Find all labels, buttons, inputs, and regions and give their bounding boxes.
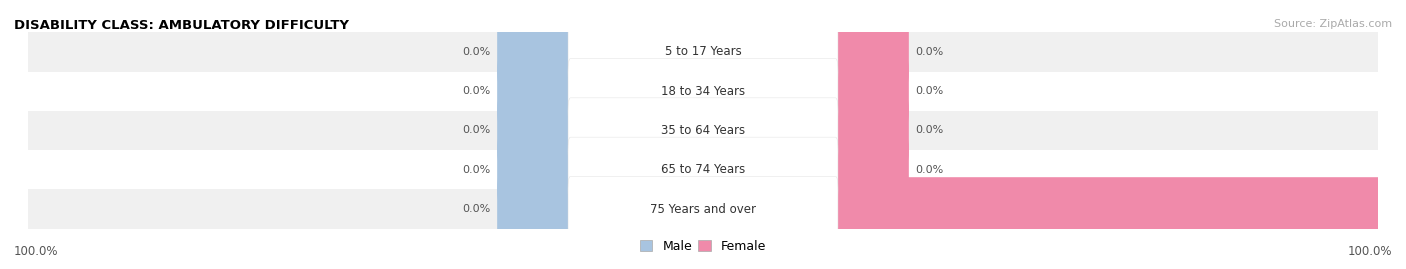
Text: 5 to 17 Years: 5 to 17 Years bbox=[665, 45, 741, 58]
Text: 0.0%: 0.0% bbox=[463, 204, 491, 214]
Text: 0.0%: 0.0% bbox=[915, 165, 943, 175]
FancyBboxPatch shape bbox=[568, 59, 838, 124]
FancyBboxPatch shape bbox=[28, 72, 1378, 111]
FancyBboxPatch shape bbox=[835, 138, 908, 201]
Text: 18 to 34 Years: 18 to 34 Years bbox=[661, 85, 745, 98]
Text: 0.0%: 0.0% bbox=[463, 47, 491, 57]
FancyBboxPatch shape bbox=[498, 20, 571, 84]
FancyBboxPatch shape bbox=[28, 189, 1378, 229]
FancyBboxPatch shape bbox=[568, 19, 838, 84]
Text: 0.0%: 0.0% bbox=[463, 165, 491, 175]
FancyBboxPatch shape bbox=[28, 150, 1378, 189]
FancyBboxPatch shape bbox=[835, 177, 1406, 241]
Text: 75 Years and over: 75 Years and over bbox=[650, 203, 756, 215]
FancyBboxPatch shape bbox=[568, 176, 838, 242]
Text: 0.0%: 0.0% bbox=[463, 125, 491, 136]
FancyBboxPatch shape bbox=[568, 137, 838, 202]
FancyBboxPatch shape bbox=[28, 111, 1378, 150]
Text: 0.0%: 0.0% bbox=[915, 125, 943, 136]
Text: 100.0%: 100.0% bbox=[1347, 245, 1392, 258]
FancyBboxPatch shape bbox=[835, 59, 908, 123]
Text: DISABILITY CLASS: AMBULATORY DIFFICULTY: DISABILITY CLASS: AMBULATORY DIFFICULTY bbox=[14, 19, 349, 32]
FancyBboxPatch shape bbox=[835, 20, 908, 84]
Legend: Male, Female: Male, Female bbox=[636, 235, 770, 258]
Text: 65 to 74 Years: 65 to 74 Years bbox=[661, 163, 745, 176]
Text: 0.0%: 0.0% bbox=[463, 86, 491, 96]
Text: 35 to 64 Years: 35 to 64 Years bbox=[661, 124, 745, 137]
FancyBboxPatch shape bbox=[28, 32, 1378, 72]
Text: 0.0%: 0.0% bbox=[915, 47, 943, 57]
FancyBboxPatch shape bbox=[498, 59, 571, 123]
FancyBboxPatch shape bbox=[498, 177, 571, 241]
Text: 0.0%: 0.0% bbox=[915, 86, 943, 96]
FancyBboxPatch shape bbox=[568, 98, 838, 163]
FancyBboxPatch shape bbox=[835, 99, 908, 162]
Text: 100.0%: 100.0% bbox=[14, 245, 59, 258]
Text: Source: ZipAtlas.com: Source: ZipAtlas.com bbox=[1274, 19, 1392, 29]
FancyBboxPatch shape bbox=[498, 138, 571, 201]
FancyBboxPatch shape bbox=[498, 99, 571, 162]
